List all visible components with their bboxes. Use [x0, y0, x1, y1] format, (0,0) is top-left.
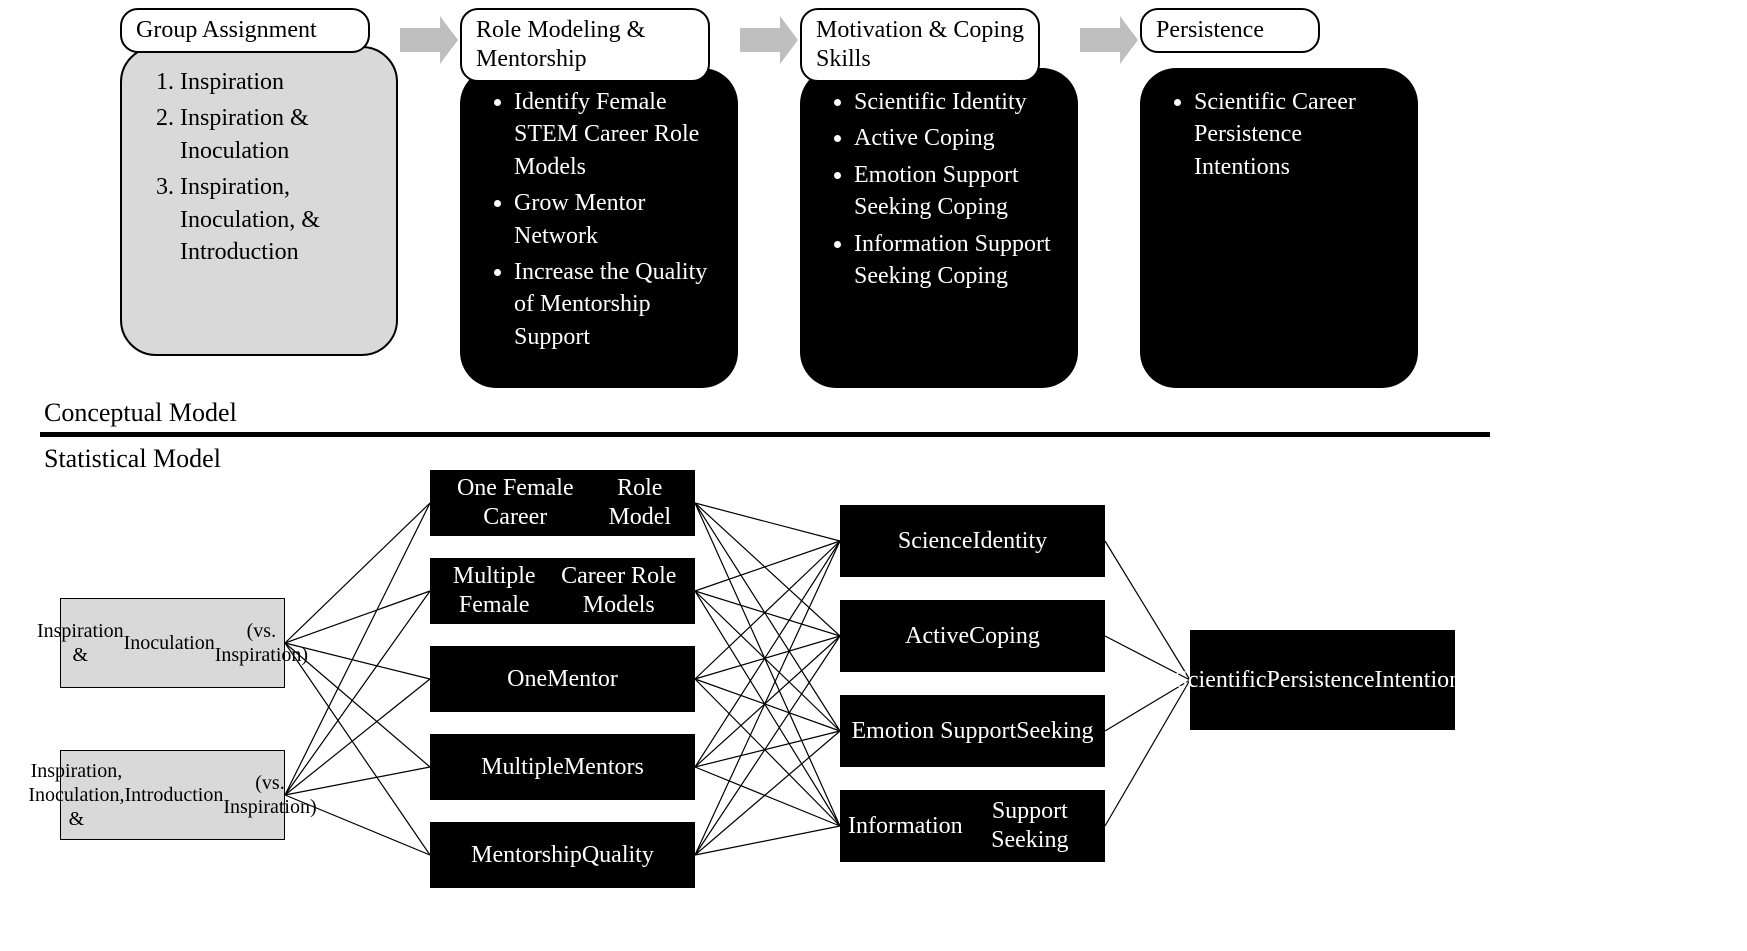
- stage-title-1: Role Modeling & Mentorship: [460, 8, 710, 82]
- stage-body-2: Scientific Identity Active Coping Emotion …: [800, 68, 1078, 388]
- stage-arrow-0: [400, 16, 458, 64]
- stat-node-c4: InformationSupport Seeking: [840, 790, 1105, 862]
- stage-3-item-0: Scientific Career Persistence Intentions: [1194, 86, 1394, 183]
- edge-m2-c1: [695, 541, 840, 591]
- stage-0-item-2: Inspiration, Inoculation, & Introduction: [180, 171, 372, 268]
- edge-c4-out: [1105, 680, 1190, 826]
- edge-m5-c4: [695, 826, 840, 855]
- stage-2-item-2: Emotion Support Seeking Coping: [854, 159, 1054, 224]
- stat-node-m2: Multiple FemaleCareer Role Models: [430, 558, 695, 624]
- stat-node-g2: Inspiration, Inoculation, &Introduction(…: [60, 750, 285, 840]
- edge-m4-c1: [695, 541, 840, 767]
- statistical-model-label: Statistical Model: [44, 444, 221, 474]
- stage-1-item-2: Increase the Quality of Mentorship Suppo…: [514, 256, 714, 353]
- stat-node-m5: MentorshipQuality: [430, 822, 695, 888]
- stage-title-3: Persistence: [1140, 8, 1320, 53]
- stage-2-item-1: Active Coping: [854, 122, 1054, 154]
- stage-body-0: Inspiration Inspiration & InoculationInsp…: [120, 46, 398, 356]
- stage-0-item-1: Inspiration & Inoculation: [180, 102, 372, 167]
- stage-1-item-1: Grow Mentor Network: [514, 187, 714, 252]
- stat-node-c2: ActiveCoping: [840, 600, 1105, 672]
- stat-node-c3: Emotion SupportSeeking: [840, 695, 1105, 767]
- stat-node-c1: ScienceIdentity: [840, 505, 1105, 577]
- edge-m1-c4: [695, 503, 840, 826]
- stage-1-item-0: Identify Female STEM Career Role Models: [514, 86, 714, 183]
- edge-m4-c4: [695, 767, 840, 826]
- stat-node-m4: MultipleMentors: [430, 734, 695, 800]
- stat-node-m1: One Female CareerRole Model: [430, 470, 695, 536]
- section-divider: [40, 432, 1490, 437]
- conceptual-model-label: Conceptual Model: [44, 398, 237, 428]
- stat-node-m3: OneMentor: [430, 646, 695, 712]
- edge-m2-c2: [695, 591, 840, 636]
- edge-m2-c4: [695, 591, 840, 826]
- edge-m2-c3: [695, 591, 840, 731]
- stage-arrow-1: [740, 16, 798, 64]
- stage-body-3: Scientific Career Persistence Intentions: [1140, 68, 1418, 388]
- edge-m5-c2: [695, 636, 840, 855]
- stage-title-0: Group Assignment: [120, 8, 370, 53]
- edge-m3-c3: [695, 679, 840, 731]
- stat-node-g1: Inspiration &Inoculation(vs. Inspiration…: [60, 598, 285, 688]
- stage-body-1: Identify Female STEM Career Role ModelsG…: [460, 68, 738, 388]
- stage-arrow-2: [1080, 16, 1138, 64]
- edge-m1-c1: [695, 503, 840, 541]
- edge-m5-c1: [695, 541, 840, 855]
- stage-0-item-0: Inspiration: [180, 66, 372, 98]
- edge-m3-c1: [695, 541, 840, 679]
- stage-title-2: Motivation & Coping Skills: [800, 8, 1040, 82]
- stage-2-item-3: Information Support Seeking Coping: [854, 228, 1054, 293]
- stat-node-out: ScientificPersistenceIntentions: [1190, 630, 1455, 730]
- stage-2-item-0: Scientific Identity: [854, 86, 1054, 118]
- edge-c1-out: [1105, 541, 1190, 680]
